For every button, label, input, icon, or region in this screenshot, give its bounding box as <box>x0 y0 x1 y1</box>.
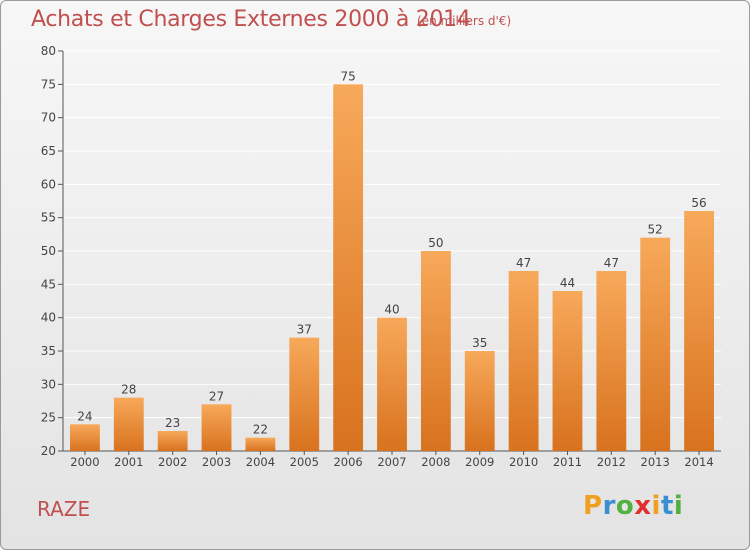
bar-2001 <box>113 397 144 451</box>
bar-2011 <box>552 291 583 451</box>
data-label: 47 <box>604 256 619 270</box>
x-tick-label: 2014 <box>684 455 713 469</box>
x-tick-label: 2002 <box>158 455 187 469</box>
commune-name: RAZE <box>37 497 91 521</box>
bar-2005 <box>289 337 320 451</box>
x-tick-label: 2004 <box>246 455 275 469</box>
bar-2009 <box>464 351 495 451</box>
bars <box>70 84 714 451</box>
data-label: 24 <box>77 409 92 423</box>
x-tick-label: 2009 <box>465 455 494 469</box>
data-label: 47 <box>516 256 531 270</box>
y-tick-label: 50 <box>41 244 56 258</box>
data-label: 44 <box>560 276 575 290</box>
y-tick-label: 35 <box>41 344 56 358</box>
logo-letter: i <box>651 491 661 521</box>
logo-letter: r <box>602 491 616 521</box>
bar-2010 <box>508 271 539 451</box>
x-tick-label: 2006 <box>333 455 362 469</box>
y-tick-label: 45 <box>41 277 56 291</box>
y-tick-label: 25 <box>41 411 56 425</box>
bar-2006 <box>333 84 364 451</box>
bar-2003 <box>201 404 232 451</box>
y-tick-label: 20 <box>41 444 56 458</box>
x-tick-label: 2000 <box>70 455 99 469</box>
data-label: 40 <box>384 303 399 317</box>
y-tick-label: 75 <box>41 77 56 91</box>
data-label: 23 <box>165 416 180 430</box>
x-tick-label: 2008 <box>421 455 450 469</box>
logo-letter: o <box>615 491 635 521</box>
logo-letter: t <box>660 491 674 521</box>
labels: 20 25 30 35 40 45 50 55 60 65 70 75 80 24 2000 28 2001 23… <box>41 44 714 469</box>
x-tick-label: 2012 <box>597 455 626 469</box>
x-tick-label: 2005 <box>290 455 319 469</box>
y-tick-label: 60 <box>41 177 56 191</box>
logo-letter: i <box>673 491 684 521</box>
data-label: 75 <box>340 69 355 83</box>
data-label: 27 <box>209 389 224 403</box>
bar-2014 <box>684 211 714 451</box>
y-tick-label: 30 <box>41 377 56 391</box>
data-label: 50 <box>428 236 443 250</box>
bar-2002 <box>157 431 188 451</box>
x-tick-label: 2003 <box>202 455 231 469</box>
data-label: 22 <box>253 423 268 437</box>
data-label: 37 <box>297 323 312 337</box>
y-tick-label: 80 <box>41 44 56 58</box>
data-label: 28 <box>121 383 136 397</box>
logo-letter: P <box>583 491 603 521</box>
logo-letter: x <box>634 491 652 521</box>
x-tick-label: 2013 <box>641 455 670 469</box>
x-tick-label: 2010 <box>509 455 538 469</box>
x-tick-label: 2011 <box>553 455 582 469</box>
bar-2012 <box>596 271 627 451</box>
data-label: 56 <box>691 196 706 210</box>
bar-2013 <box>640 237 671 451</box>
bar-2004 <box>245 437 276 451</box>
x-tick-label: 2007 <box>377 455 406 469</box>
bar-2007 <box>377 317 407 451</box>
proxiti-logo: Proxiti <box>583 491 683 521</box>
x-tick-label: 2001 <box>114 455 143 469</box>
chart-title: Achats et Charges Externes 2000 à 2014 <box>31 7 471 32</box>
y-tick-label: 55 <box>41 211 56 225</box>
chart-subtitle: (en milliers d'€) <box>417 14 512 28</box>
data-label: 35 <box>472 336 487 350</box>
y-tick-label: 65 <box>41 144 56 158</box>
y-tick-label: 40 <box>41 311 56 325</box>
bar-2000 <box>70 424 100 451</box>
y-tick-label: 70 <box>41 111 56 125</box>
data-label: 52 <box>648 223 663 237</box>
bar-2008 <box>420 251 451 451</box>
